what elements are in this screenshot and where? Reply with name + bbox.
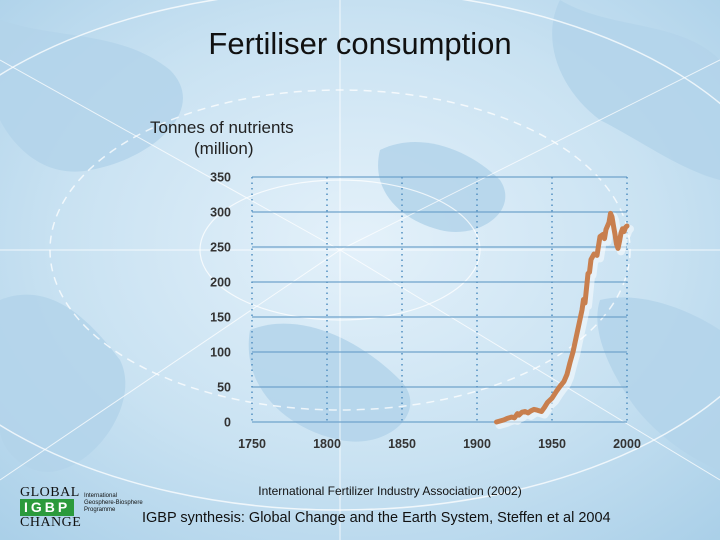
y-tick-label-0: 0 [224, 416, 231, 430]
y-axis-label-line1: Tonnes of nutrients [150, 118, 294, 137]
x-tick-labels: 1750 1800 1850 1900 1950 2000 [238, 437, 641, 451]
credit-line: IGBP synthesis: Global Change and the Ea… [142, 510, 611, 526]
logo-word-change: CHANGE [20, 515, 82, 530]
y-tick-label-250: 250 [210, 241, 231, 255]
logo-word-igbp: IGBP [20, 499, 75, 516]
x-tick-label-1800: 1800 [313, 437, 341, 451]
source-note: International Fertilizer Industry Associ… [258, 484, 522, 498]
y-tick-label-350: 350 [210, 171, 231, 185]
x-tick-label-2000: 2000 [613, 437, 641, 451]
series-line [494, 210, 630, 425]
y-tick-label-200: 200 [210, 276, 231, 290]
y-axis-label-line2: (million) [194, 139, 254, 158]
y-tick-label-150: 150 [210, 311, 231, 325]
logo-word-global: GLOBAL [20, 485, 80, 500]
series-line-shadow [495, 212, 634, 429]
slide-title: Fertiliser consumption [208, 26, 512, 61]
x-tick-label-1850: 1850 [388, 437, 416, 451]
y-tick-label-100: 100 [210, 346, 231, 360]
y-tick-label-300: 300 [210, 206, 231, 220]
y-axis-label: Tonnes of nutrients (million) [150, 117, 340, 159]
logo-programme-text: International Geosphere-Biosphere Progra… [84, 493, 143, 513]
series-group [494, 210, 634, 429]
vertical-gridlines [251, 177, 628, 422]
horizontal-gridlines [252, 176, 627, 423]
igbp-logo: GLOBAL IGBP International Geosphere-Bios… [20, 485, 143, 531]
y-tick-labels: 0 50 100 150 200 250 300 350 [210, 171, 231, 430]
x-tick-label-1900: 1900 [463, 437, 491, 451]
x-tick-label-1750: 1750 [238, 437, 266, 451]
y-tick-label-50: 50 [217, 381, 231, 395]
x-tick-label-1950: 1950 [538, 437, 566, 451]
